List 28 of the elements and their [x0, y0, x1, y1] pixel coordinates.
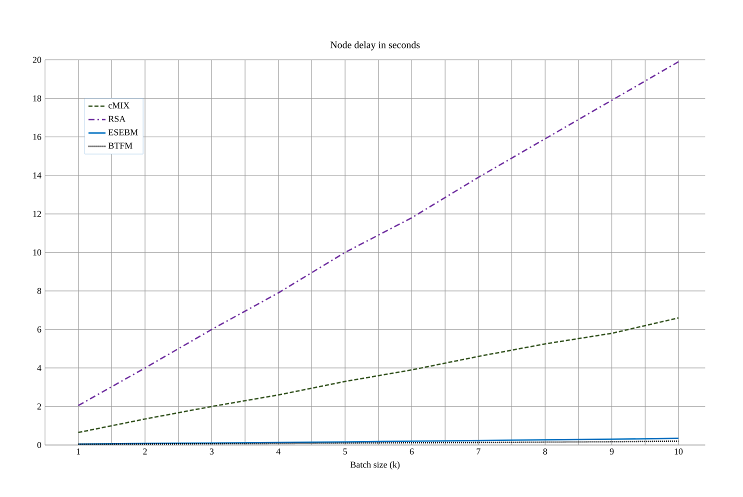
y-tick-label: 10	[33, 249, 42, 256]
y-tick-label: 4	[37, 365, 42, 371]
x-tick-label: 4	[276, 448, 280, 454]
y-tick-label: 8	[37, 288, 42, 294]
line-series	[78, 317, 680, 434]
y-tick-label: 0	[37, 442, 42, 448]
y-tick-label: 16	[33, 134, 42, 140]
x-tick-label: 9	[610, 448, 614, 455]
x-tick-label: 6	[410, 448, 414, 455]
x-tick-label: 10	[674, 448, 683, 455]
x-tick-label: 3	[210, 448, 214, 455]
x-axis-title: Batch size (k)	[350, 461, 400, 470]
x-tick-label: 1	[76, 448, 80, 454]
y-tick-label: 14	[33, 172, 42, 178]
y-tick-label: 12	[33, 210, 41, 217]
x-tick-label: 2	[143, 448, 147, 454]
x-tick-label: 8	[543, 448, 548, 455]
chart-title: Node delay in seconds	[330, 41, 420, 50]
legend-label: RSA	[108, 116, 126, 122]
y-tick-label: 6	[37, 326, 42, 332]
x-tick-label: 7	[476, 448, 480, 454]
legend-label: cMIX	[108, 102, 130, 108]
legend-label: ESEBM	[108, 129, 138, 136]
x-tick-label: 5	[343, 448, 347, 454]
y-tick-label: 18	[33, 95, 42, 102]
y-tick-label: 2	[37, 404, 41, 410]
legend-label: BTFM	[108, 142, 132, 149]
y-tick-label: 20	[32, 56, 42, 63]
